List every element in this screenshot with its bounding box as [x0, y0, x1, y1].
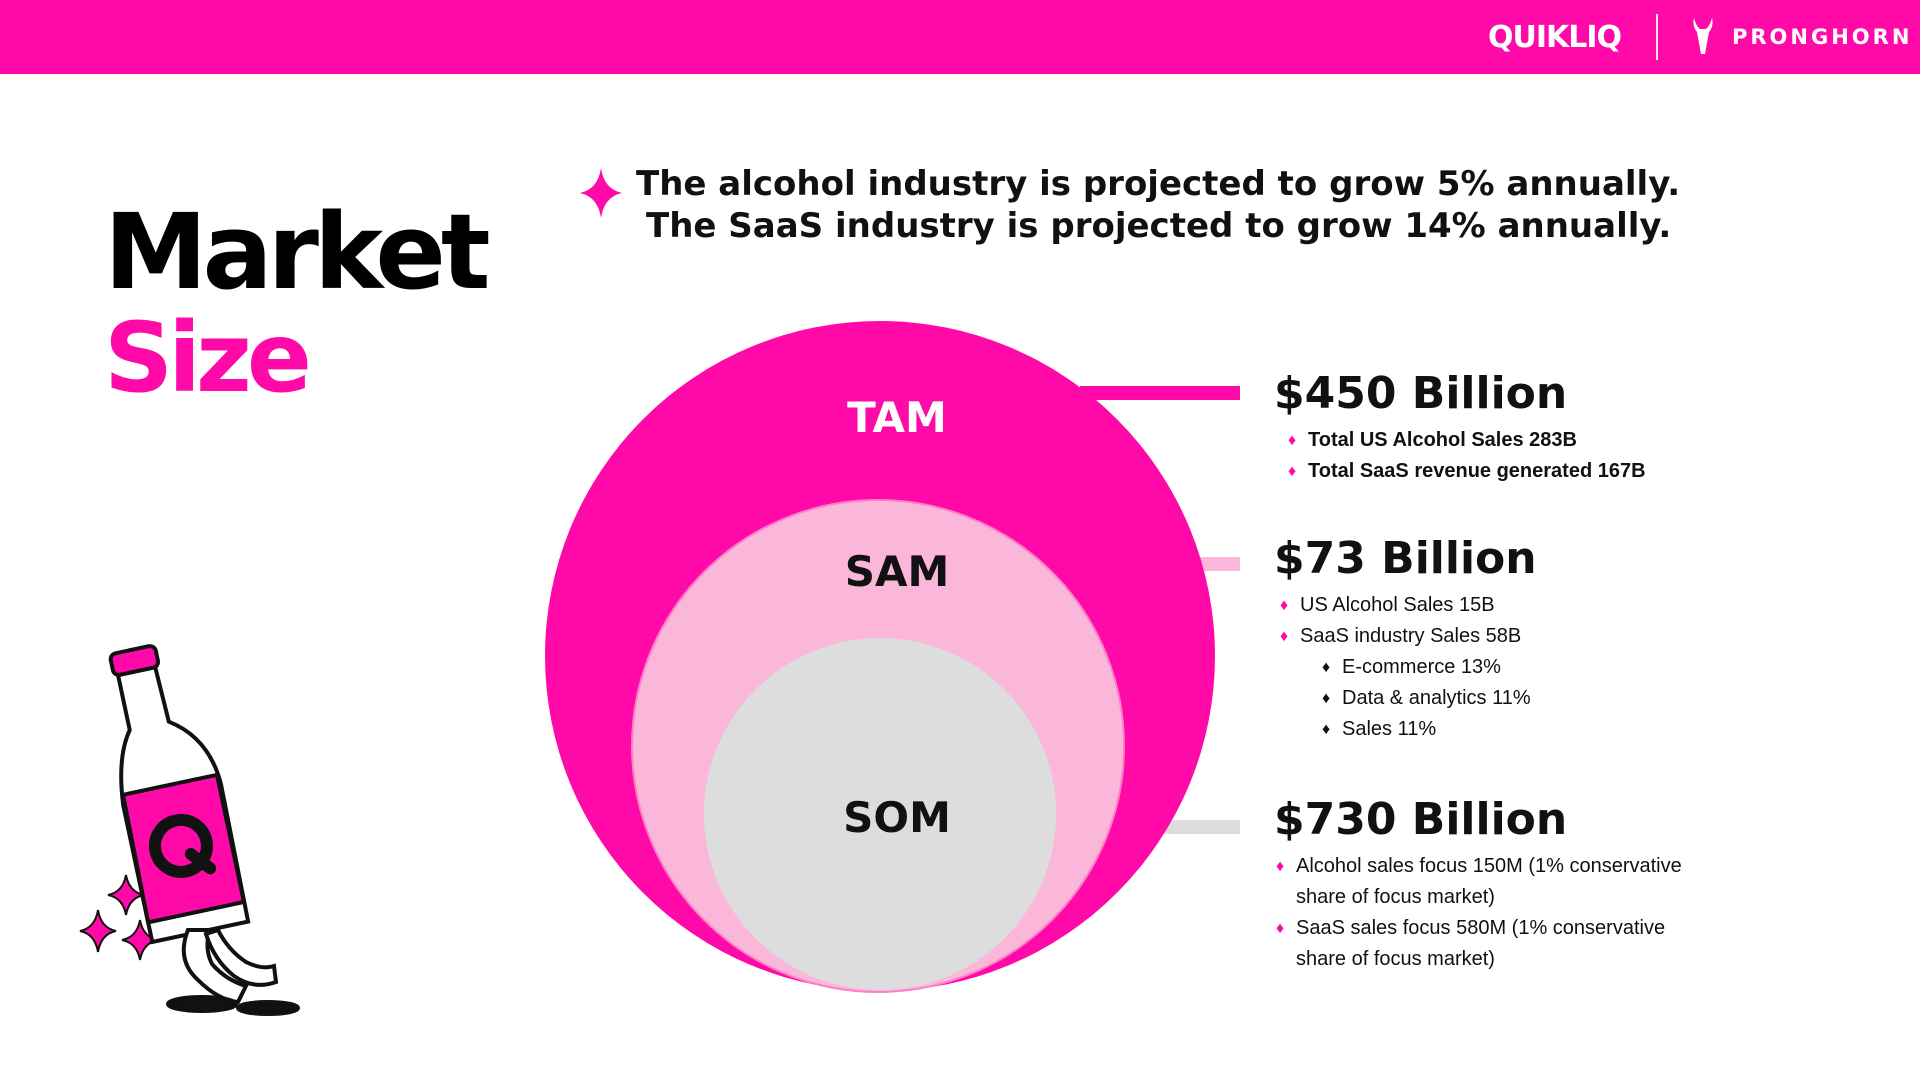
tam-bullet: ♦ Total US Alcohol Sales 283B — [1288, 425, 1646, 456]
sam-sub-bullet: ♦ Data & analytics 11% — [1322, 683, 1537, 714]
diamond-bullet-icon: ♦ — [1276, 858, 1285, 875]
legs-icon — [166, 927, 300, 1016]
bullet-text: Total SaaS revenue generated 167B — [1308, 460, 1646, 482]
bullet-text: Total US Alcohol Sales 283B — [1308, 429, 1577, 451]
diamond-bullet-icon: ♦ — [1322, 659, 1331, 676]
sam-bullet: ♦ SaaS industry Sales 58B — [1280, 621, 1537, 652]
quikliq-logo: QUIKLIQ — [1488, 20, 1622, 55]
tam-details: $450 Billion ♦ Total US Alcohol Sales 283… — [1274, 368, 1646, 487]
headline-line-2: The SaaS industry is projected to grow 1… — [646, 206, 1672, 246]
bottle-icon — [108, 644, 251, 945]
sam-details: $73 Billion ♦ US Alcohol Sales 15B ♦ SaaS … — [1274, 533, 1537, 745]
diamond-bullet-icon: ♦ — [1288, 432, 1297, 449]
som-circle — [704, 638, 1056, 990]
bullet-text: US Alcohol Sales 15B — [1300, 594, 1495, 616]
som-bullet: ♦ Alcohol sales focus 150M (1% conservati… — [1276, 851, 1716, 913]
bullet-text: Sales 11% — [1342, 718, 1437, 740]
title-size: Size — [104, 302, 312, 414]
top-bar: QUIKLIQ PRONGHORN — [0, 0, 1920, 74]
som-label: SOM — [843, 793, 951, 842]
title-market: Market — [104, 191, 491, 313]
diamond-bullet-icon: ♦ — [1322, 721, 1331, 738]
headline-line-1: The alcohol industry is projected to gro… — [636, 164, 1681, 204]
sam-bullet: ♦ US Alcohol Sales 15B — [1280, 590, 1537, 621]
bullet-text: SaaS sales focus 580M (1% conservative s… — [1296, 917, 1666, 970]
bullet-text: SaaS industry Sales 58B — [1300, 625, 1522, 647]
tam-connector — [1080, 386, 1240, 400]
sam-sub-bullet: ♦ Sales 11% — [1322, 714, 1537, 745]
sam-label: SAM — [845, 547, 950, 596]
som-details: $730 Billion ♦ Alcohol sales focus 150M (… — [1274, 794, 1716, 975]
diamond-bullet-icon: ♦ — [1322, 690, 1331, 707]
tam-bullet: ♦ Total SaaS revenue generated 167B — [1288, 456, 1646, 487]
tam-label: TAM — [847, 393, 947, 442]
sam-sub-bullet: ♦ E-commerce 13% — [1322, 652, 1537, 683]
diamond-bullet-icon: ♦ — [1276, 920, 1285, 937]
pronghorn-icon — [1693, 18, 1713, 54]
bullet-text: E-commerce 13% — [1342, 656, 1501, 678]
diamond-bullet-icon: ♦ — [1288, 463, 1297, 480]
sparkle-icon — [580, 168, 622, 218]
tam-value: $450 Billion — [1274, 368, 1568, 419]
bullet-text: Alcohol sales focus 150M (1% conservativ… — [1296, 855, 1682, 908]
logo-divider — [1656, 14, 1658, 60]
bullet-text: Data & analytics 11% — [1342, 687, 1531, 709]
sam-value: $73 Billion — [1274, 533, 1537, 584]
diamond-bullet-icon: ♦ — [1280, 597, 1289, 614]
som-value: $730 Billion — [1274, 794, 1568, 845]
bottle-mascot-illustration — [79, 644, 300, 1016]
diamond-bullet-icon: ♦ — [1280, 628, 1289, 645]
pronghorn-wordmark: PRONGHORN — [1732, 25, 1913, 49]
som-bullet: ♦ SaaS sales focus 580M (1% conservative … — [1276, 913, 1716, 975]
pronghorn-logo: PRONGHORN — [1688, 12, 1912, 62]
